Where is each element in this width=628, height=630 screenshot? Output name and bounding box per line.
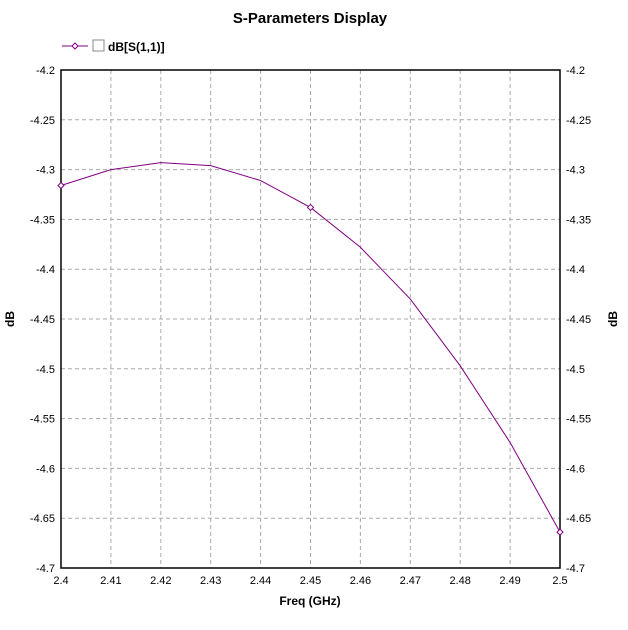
y-tick-label-right: -4.55 [566,414,591,426]
y-tick-label-left: -4.65 [30,513,55,525]
legend[interactable]: dB[S(1,1)] [62,39,165,54]
x-tick-label: 2.4 [53,575,68,587]
y-tick-label-right: -4.65 [566,513,591,525]
y-axis-label-right: dB [606,311,620,327]
legend-label: dB[S(1,1)] [108,40,165,54]
y-tick-label-right: -4.2 [566,65,585,77]
legend-checkbox[interactable] [92,39,105,52]
x-tick-label: 2.46 [350,575,371,587]
y-tick-label-right: -4.45 [566,314,591,326]
x-tick-label: 2.41 [100,575,121,587]
x-tick-label: 2.48 [449,575,470,587]
data-point-marker [556,528,564,536]
plot-area [60,69,561,569]
y-tick-label-right: -4.3 [566,165,585,177]
y-tick-label-left: -4.7 [36,563,55,575]
y-tick-label-left: -4.2 [36,65,55,77]
x-tick-label: 2.47 [400,575,421,587]
y-tick-label-left: -4.5 [36,364,55,376]
legend-marker [71,42,79,50]
y-tick-label-left: -4.55 [30,414,55,426]
x-tick-label: 2.5 [552,575,567,587]
x-tick-label: 2.49 [499,575,520,587]
y-tick-label-left: -4.4 [36,264,55,276]
x-tick-label: 2.44 [250,575,271,587]
y-tick-label-right: -4.4 [566,264,585,276]
x-tick-label: 2.42 [150,575,171,587]
x-tick-label: 2.43 [200,575,221,587]
y-tick-label-right: -4.35 [566,214,591,226]
data-point-marker [57,181,65,190]
data-point-marker [306,203,315,212]
y-tick-label-right: -4.25 [566,115,591,127]
y-tick-label-right: -4.6 [566,463,585,475]
y-tick-label-right: -4.5 [566,364,585,376]
chart-title: S-Parameters Display [233,10,388,27]
x-axis-label: Freq (GHz) [279,594,340,608]
x-tick-label: 2.45 [300,575,321,587]
y-tick-label-left: -4.3 [36,165,55,177]
y-tick-label-left: -4.45 [30,314,55,326]
y-tick-label-left: -4.35 [30,214,55,226]
grid [61,70,560,568]
y-tick-label-left: -4.25 [30,115,55,127]
y-tick-label-left: -4.6 [36,463,55,475]
y-tick-label-right: -4.7 [566,563,585,575]
y-axis-label-left: dB [3,311,17,327]
